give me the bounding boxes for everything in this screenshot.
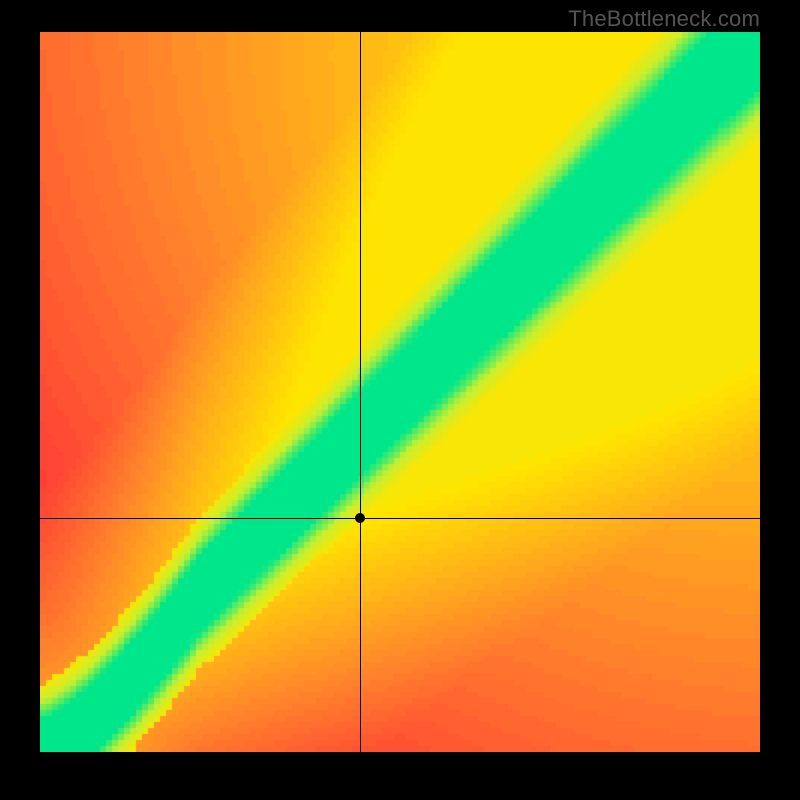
crosshair-horizontal: [40, 518, 760, 519]
watermark-text: TheBottleneck.com: [568, 6, 760, 32]
chart-container: TheBottleneck.com: [0, 0, 800, 800]
crosshair-marker: [355, 513, 365, 523]
heatmap-canvas: [40, 32, 760, 752]
plot-frame: [40, 32, 760, 752]
crosshair-vertical: [360, 32, 361, 752]
